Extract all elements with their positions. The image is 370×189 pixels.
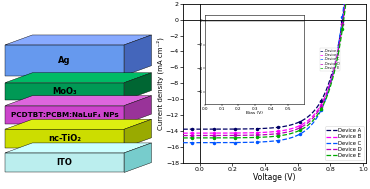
Y-axis label: Current density (mA cm⁻²): Current density (mA cm⁻²) [157,37,165,130]
Legend: Device A, Device B, Device C, Device D, Device E: Device A, Device B, Device C, Device D, … [325,126,364,160]
Device E [290,132,295,134]
Device C [181,142,185,144]
Line: Device D: Device D [183,0,366,136]
Polygon shape [5,129,124,148]
Polygon shape [124,73,151,100]
Polygon shape [124,119,151,148]
Polygon shape [5,45,124,76]
Polygon shape [5,96,151,106]
Device B [181,132,185,134]
Device A [290,123,295,126]
Device B [293,126,297,129]
Device B [289,128,294,130]
Device D [182,134,186,137]
Device E [289,132,294,135]
Device A [293,122,297,125]
Polygon shape [124,143,151,172]
Polygon shape [124,35,151,76]
Line: Device C: Device C [183,0,366,143]
Polygon shape [5,143,151,153]
Device E [293,131,297,133]
Device A [182,128,186,130]
Text: PCDTBT:PCBM:NaLuF₄ NPs: PCDTBT:PCBM:NaLuF₄ NPs [11,112,118,118]
Device B [290,127,295,130]
Device D [290,130,295,132]
Device C [335,50,340,52]
Text: Ag: Ag [58,56,71,65]
Line: Device E: Device E [183,0,366,138]
Polygon shape [5,119,151,129]
Device D [181,134,185,137]
Device C [182,142,186,144]
Line: Device A: Device A [183,0,366,129]
X-axis label: Voltage (V): Voltage (V) [253,173,296,182]
Device A [289,124,294,126]
Device D [293,129,297,131]
Polygon shape [5,73,151,83]
Device C [290,136,295,139]
Polygon shape [5,83,124,100]
Polygon shape [124,96,151,124]
Device A [181,128,185,130]
Device B [335,52,340,54]
Text: nc-TiO₂: nc-TiO₂ [48,134,81,143]
Device E [182,137,186,139]
Text: MoO₃: MoO₃ [53,87,77,96]
Device B [182,132,186,134]
Device E [335,57,340,59]
Polygon shape [5,35,151,45]
Device A [335,48,340,51]
Polygon shape [5,106,124,124]
Device C [289,136,294,139]
Polygon shape [5,153,124,172]
Text: ITO: ITO [57,158,73,167]
Device E [181,137,185,139]
Device D [289,130,294,132]
Line: Device B: Device B [183,0,366,133]
Device D [335,53,340,55]
Device C [293,135,297,137]
